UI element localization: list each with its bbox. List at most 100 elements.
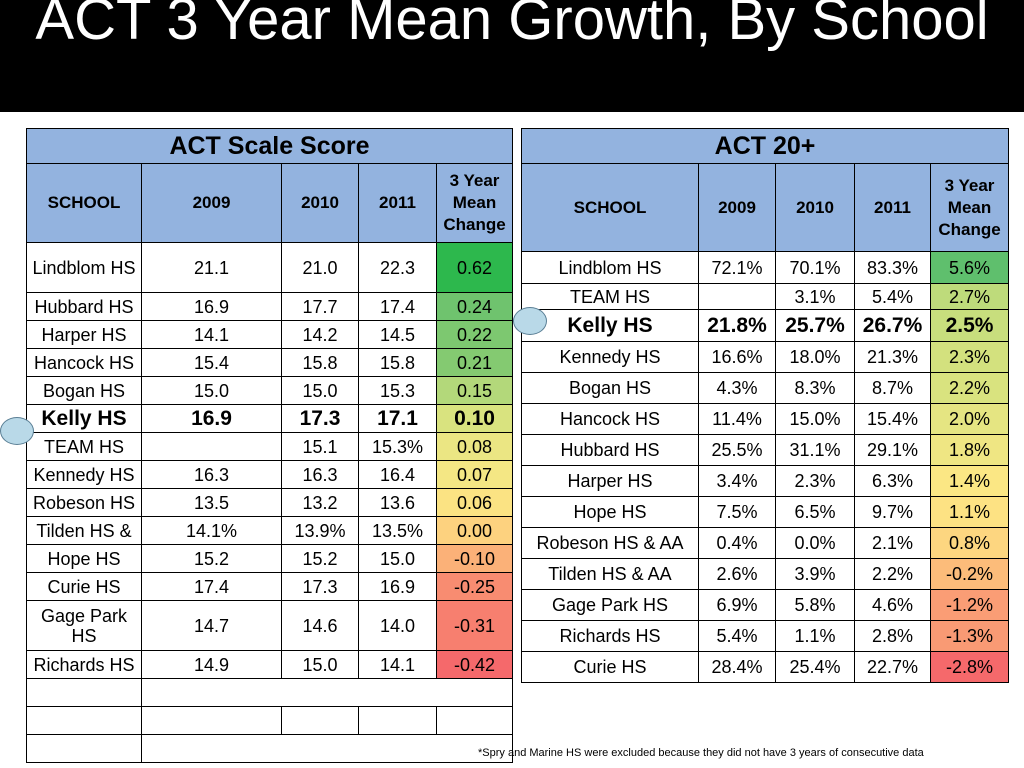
change-cell: -0.10 <box>435 544 514 573</box>
table-row: Kelly HS 21.8% 25.7% 26.7% 2.5% <box>521 309 1010 342</box>
table-row: Robeson HS & AA 0.4% 0.0% 2.1% 0.8% <box>521 527 1010 559</box>
school-cell: Kennedy HS <box>521 341 699 373</box>
column-header-school: SCHOOL <box>26 163 142 243</box>
y2009-cell: 7.5% <box>698 496 776 528</box>
change-cell: -2.8% <box>929 651 1010 683</box>
y2010-cell: 15.1 <box>281 432 359 461</box>
y2009-cell: 14.7 <box>141 600 282 651</box>
change-cell: -1.3% <box>929 620 1010 652</box>
change-cell: 2.5% <box>929 309 1010 342</box>
change-cell: 0.07 <box>435 460 514 489</box>
y2011-cell: 29.1% <box>854 434 931 466</box>
school-cell: Lindblom HS <box>521 251 699 284</box>
title-bar: ACT 3 Year Mean Growth, By School <box>0 0 1024 112</box>
empty-cell <box>140 734 514 763</box>
school-cell: Bogan HS <box>521 372 699 404</box>
change-cell: 1.8% <box>929 434 1010 466</box>
empty-cell <box>26 734 142 763</box>
y2011-cell: 14.1 <box>358 650 437 679</box>
table-row: Bogan HS 15.0 15.0 15.3 0.15 <box>26 376 514 405</box>
y2011-cell: 4.6% <box>854 589 931 621</box>
y2011-cell: 9.7% <box>854 496 931 528</box>
school-cell: TEAM HS <box>521 283 699 310</box>
table-row: Kennedy HS 16.3 16.3 16.4 0.07 <box>26 460 514 489</box>
change-cell: 2.3% <box>929 341 1010 373</box>
y2009-cell <box>698 283 776 310</box>
y2010-cell: 3.1% <box>775 283 855 310</box>
y2009-cell: 25.5% <box>698 434 776 466</box>
highlight-marker-right <box>513 307 547 335</box>
table-row: Tilden HS & 14.1% 13.9% 13.5% 0.00 <box>26 516 514 545</box>
table-row: Harper HS 3.4% 2.3% 6.3% 1.4% <box>521 465 1010 497</box>
school-cell: Hubbard HS <box>521 434 699 466</box>
y2010-cell: 17.3 <box>281 404 359 433</box>
y2011-cell: 15.4% <box>854 403 931 435</box>
y2011-cell: 8.7% <box>854 372 931 404</box>
y2010-cell: 15.0 <box>281 650 359 679</box>
column-header-school: SCHOOL <box>521 163 699 252</box>
change-cell: 0.08 <box>435 432 514 461</box>
table-heading: ACT Scale Score <box>25 128 514 164</box>
school-cell: Harper HS <box>26 320 142 349</box>
empty-cell <box>26 678 142 707</box>
y2009-cell: 5.4% <box>698 620 776 652</box>
school-cell: Hope HS <box>26 544 142 573</box>
school-cell: Kelly HS <box>521 309 699 342</box>
change-cell: 2.0% <box>929 403 1010 435</box>
change-cell: 0.62 <box>435 242 514 293</box>
table-row: Gage Park HS 14.7 14.6 14.0 -0.31 <box>26 600 514 651</box>
change-cell: 0.24 <box>435 292 514 321</box>
y2010-cell: 21.0 <box>281 242 359 293</box>
y2011-cell: 22.7% <box>854 651 931 683</box>
table-row: Hubbard HS 16.9 17.7 17.4 0.24 <box>26 292 514 321</box>
school-cell: Richards HS <box>26 650 142 679</box>
table-row: Richards HS 14.9 15.0 14.1 -0.42 <box>26 650 514 679</box>
school-cell: Harper HS <box>521 465 699 497</box>
change-cell: 0.06 <box>435 488 514 517</box>
y2010-cell: 13.9% <box>281 516 359 545</box>
table-row: Harper HS 14.1 14.2 14.5 0.22 <box>26 320 514 349</box>
y2011-cell: 5.4% <box>854 283 931 310</box>
y2011-cell: 21.3% <box>854 341 931 373</box>
y2010-cell: 17.3 <box>281 572 359 601</box>
y2010-cell: 0.0% <box>775 527 855 559</box>
table-row: Lindblom HS 72.1% 70.1% 83.3% 5.6% <box>521 251 1010 284</box>
y2010-cell: 3.9% <box>775 558 855 590</box>
table-row: Hope HS 15.2 15.2 15.0 -0.10 <box>26 544 514 573</box>
y2009-cell: 21.1 <box>141 242 282 293</box>
column-header-2011: 2011 <box>854 163 931 252</box>
empty-cell <box>281 706 359 735</box>
table-row: Kelly HS 16.9 17.3 17.1 0.10 <box>26 404 514 433</box>
y2011-cell: 2.8% <box>854 620 931 652</box>
school-cell: Kelly HS <box>26 404 142 433</box>
school-cell: Hancock HS <box>26 348 142 377</box>
y2011-cell: 17.1 <box>358 404 437 433</box>
table-row: Hancock HS 11.4% 15.0% 15.4% 2.0% <box>521 403 1010 435</box>
table-row: Tilden HS & AA 2.6% 3.9% 2.2% -0.2% <box>521 558 1010 590</box>
change-cell: -0.31 <box>435 600 514 651</box>
change-cell: 1.1% <box>929 496 1010 528</box>
highlight-marker-left <box>0 417 34 445</box>
y2011-cell: 15.8 <box>358 348 437 377</box>
table-row: Hubbard HS 25.5% 31.1% 29.1% 1.8% <box>521 434 1010 466</box>
y2010-cell: 6.5% <box>775 496 855 528</box>
table-row: Robeson HS 13.5 13.2 13.6 0.06 <box>26 488 514 517</box>
table-row: Hancock HS 15.4 15.8 15.8 0.21 <box>26 348 514 377</box>
empty-row <box>26 678 514 707</box>
y2009-cell: 15.4 <box>141 348 282 377</box>
school-cell: Gage Park HS <box>26 600 142 651</box>
y2011-cell: 26.7% <box>854 309 931 342</box>
table-row: Kennedy HS 16.6% 18.0% 21.3% 2.3% <box>521 341 1010 373</box>
y2010-cell: 15.0 <box>281 376 359 405</box>
change-cell: -0.2% <box>929 558 1010 590</box>
change-cell: 0.15 <box>435 376 514 405</box>
column-header-2011: 2011 <box>358 163 437 243</box>
empty-cell <box>140 678 514 707</box>
empty-cell <box>26 706 142 735</box>
change-cell: -1.2% <box>929 589 1010 621</box>
y2010-cell: 18.0% <box>775 341 855 373</box>
y2011-cell: 15.0 <box>358 544 437 573</box>
school-cell: Hope HS <box>521 496 699 528</box>
school-cell: Robeson HS & AA <box>521 527 699 559</box>
empty-cell <box>358 706 437 735</box>
